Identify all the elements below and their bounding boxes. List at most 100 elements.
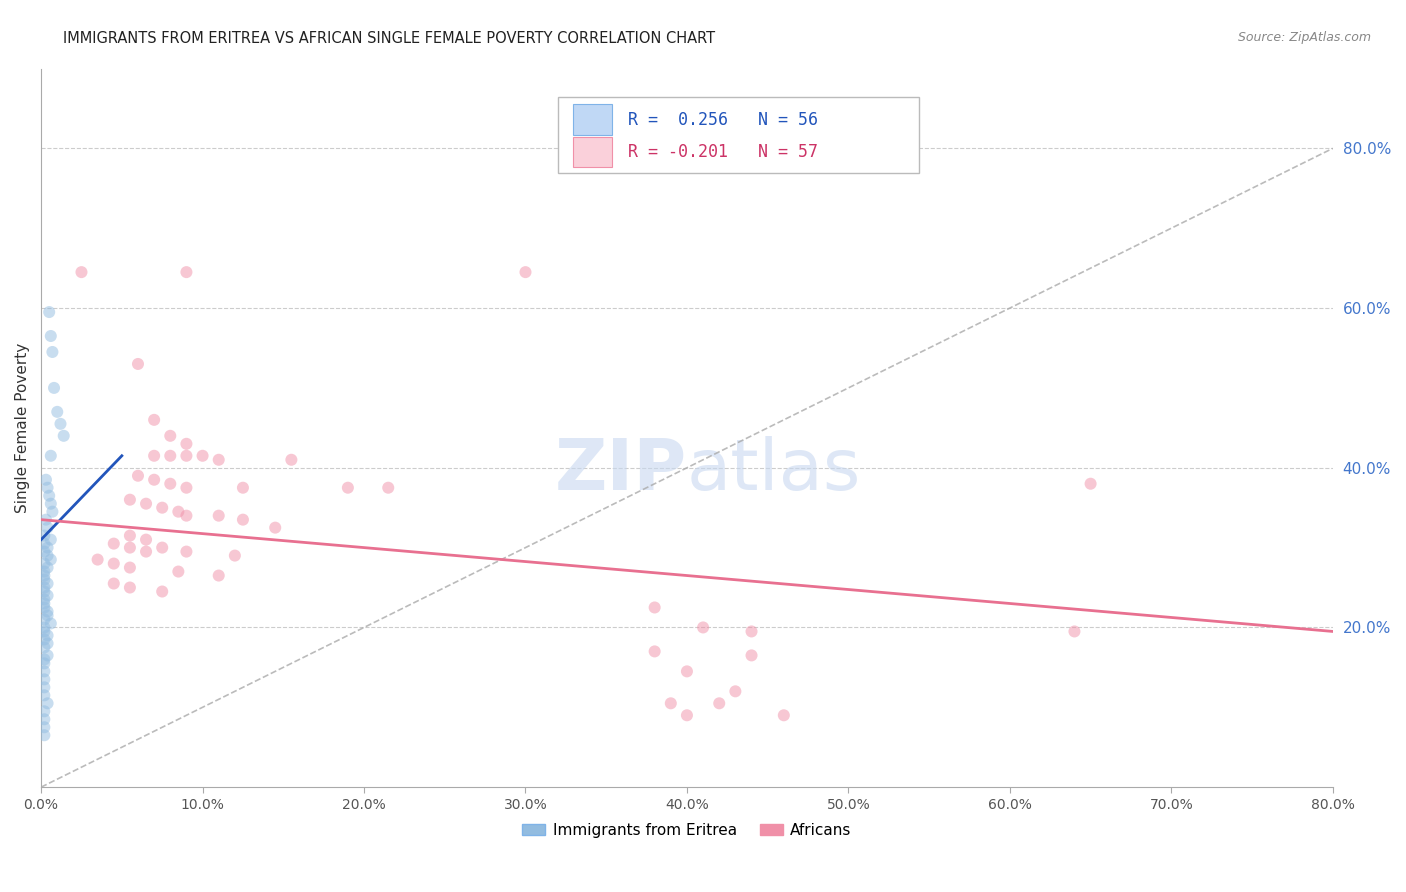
Point xyxy=(37,696,59,710)
Point xyxy=(34,581,56,595)
Point xyxy=(167,565,190,579)
Point xyxy=(37,541,59,555)
Text: Source: ZipAtlas.com: Source: ZipAtlas.com xyxy=(1237,31,1371,45)
Point xyxy=(37,576,59,591)
Point xyxy=(34,597,56,611)
Point xyxy=(86,552,108,566)
Point xyxy=(159,476,181,491)
Point xyxy=(644,644,666,658)
Point xyxy=(176,449,198,463)
Point xyxy=(118,541,141,555)
Point xyxy=(143,473,166,487)
Point xyxy=(176,508,198,523)
Point xyxy=(103,536,125,550)
Point xyxy=(34,584,56,599)
FancyBboxPatch shape xyxy=(574,136,612,167)
Point xyxy=(377,481,399,495)
Point xyxy=(127,468,149,483)
Point xyxy=(118,581,141,595)
Point xyxy=(176,437,198,451)
Point xyxy=(37,481,59,495)
Point xyxy=(167,505,190,519)
Point xyxy=(34,568,56,582)
Text: IMMIGRANTS FROM ERITREA VS AFRICAN SINGLE FEMALE POVERTY CORRELATION CHART: IMMIGRANTS FROM ERITREA VS AFRICAN SINGL… xyxy=(63,31,716,46)
Point xyxy=(103,576,125,591)
Text: R = -0.201   N = 57: R = -0.201 N = 57 xyxy=(627,143,817,161)
Point xyxy=(135,497,157,511)
Point xyxy=(692,620,714,634)
Point xyxy=(35,473,58,487)
Point xyxy=(724,684,747,698)
Point xyxy=(34,657,56,671)
Point xyxy=(772,708,794,723)
Point xyxy=(34,704,56,718)
Point xyxy=(118,528,141,542)
Point xyxy=(118,492,141,507)
Point xyxy=(191,449,214,463)
Point xyxy=(34,712,56,726)
Point xyxy=(150,584,173,599)
Point xyxy=(232,513,254,527)
Point xyxy=(709,696,731,710)
Point xyxy=(34,652,56,666)
Point xyxy=(37,636,59,650)
Point xyxy=(208,452,231,467)
Point xyxy=(1063,624,1085,639)
Point xyxy=(34,681,56,695)
Point xyxy=(676,708,699,723)
Point xyxy=(159,449,181,463)
Point xyxy=(70,265,93,279)
Point xyxy=(34,624,56,639)
Point xyxy=(49,417,72,431)
Point xyxy=(127,357,149,371)
Point xyxy=(150,541,173,555)
Point xyxy=(224,549,246,563)
Point xyxy=(41,505,63,519)
Point xyxy=(741,648,763,663)
Point xyxy=(39,533,62,547)
Point xyxy=(41,345,63,359)
Point xyxy=(39,616,62,631)
Point xyxy=(103,557,125,571)
Point xyxy=(232,481,254,495)
Point xyxy=(118,560,141,574)
Text: R =  0.256   N = 56: R = 0.256 N = 56 xyxy=(627,111,817,128)
Point xyxy=(39,552,62,566)
Point xyxy=(34,640,56,655)
Point xyxy=(336,481,359,495)
Point xyxy=(39,497,62,511)
Point xyxy=(176,265,198,279)
Point xyxy=(37,648,59,663)
Point xyxy=(176,481,198,495)
Point xyxy=(52,429,75,443)
Point xyxy=(34,665,56,679)
Point xyxy=(34,632,56,647)
Point xyxy=(208,508,231,523)
FancyBboxPatch shape xyxy=(558,97,920,173)
Point xyxy=(1080,476,1102,491)
FancyBboxPatch shape xyxy=(574,104,612,135)
Point xyxy=(34,612,56,626)
Point xyxy=(37,560,59,574)
Point xyxy=(176,544,198,558)
Point xyxy=(34,565,56,579)
Point xyxy=(34,720,56,734)
Point xyxy=(34,573,56,587)
Point xyxy=(39,329,62,343)
Point xyxy=(280,452,302,467)
Point xyxy=(37,521,59,535)
Point xyxy=(135,544,157,558)
Point xyxy=(34,528,56,542)
Point xyxy=(34,557,56,571)
Point xyxy=(264,521,287,535)
Point xyxy=(37,605,59,619)
Point xyxy=(34,592,56,607)
Point xyxy=(37,549,59,563)
Point xyxy=(39,449,62,463)
Point xyxy=(34,728,56,742)
Point xyxy=(208,568,231,582)
Text: ZIP: ZIP xyxy=(555,436,688,506)
Point xyxy=(159,429,181,443)
Point xyxy=(46,405,69,419)
Point xyxy=(37,589,59,603)
